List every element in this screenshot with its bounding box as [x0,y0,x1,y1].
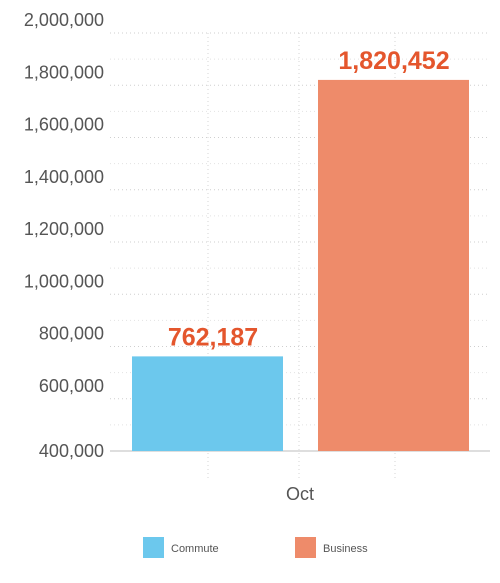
legend-swatch-business [295,537,316,558]
y-tick-label: 1,600,000 [24,115,104,135]
y-tick-label: 1,000,000 [24,271,104,291]
y-tick-label: 400,000 [39,441,104,461]
data-labels: 762,187 1,820,452 [168,47,450,351]
bars [132,79,469,451]
axes: 400,000 600,000 800,000 1,000,000 1,200,000 1… [24,10,490,504]
y-tick-label: 600,000 [39,376,104,396]
x-category-label: Oct [286,484,314,504]
y-tick-label: 1,400,000 [24,167,104,187]
data-label-business: 1,820,452 [338,47,449,75]
y-tick-label: 2,000,000 [24,10,104,30]
bar-commute [132,356,283,451]
legend-swatch-commute [143,537,164,558]
bar-business [318,79,469,451]
y-tick-label: 800,000 [39,324,104,344]
legend-label-commute: Commute [171,543,219,555]
y-tick-label: 1,200,000 [24,219,104,239]
legend-label-business: Business [323,543,368,555]
legend: Commute Business [143,537,368,558]
data-label-commute: 762,187 [168,323,258,351]
y-tick-label: 1,800,000 [24,62,104,82]
